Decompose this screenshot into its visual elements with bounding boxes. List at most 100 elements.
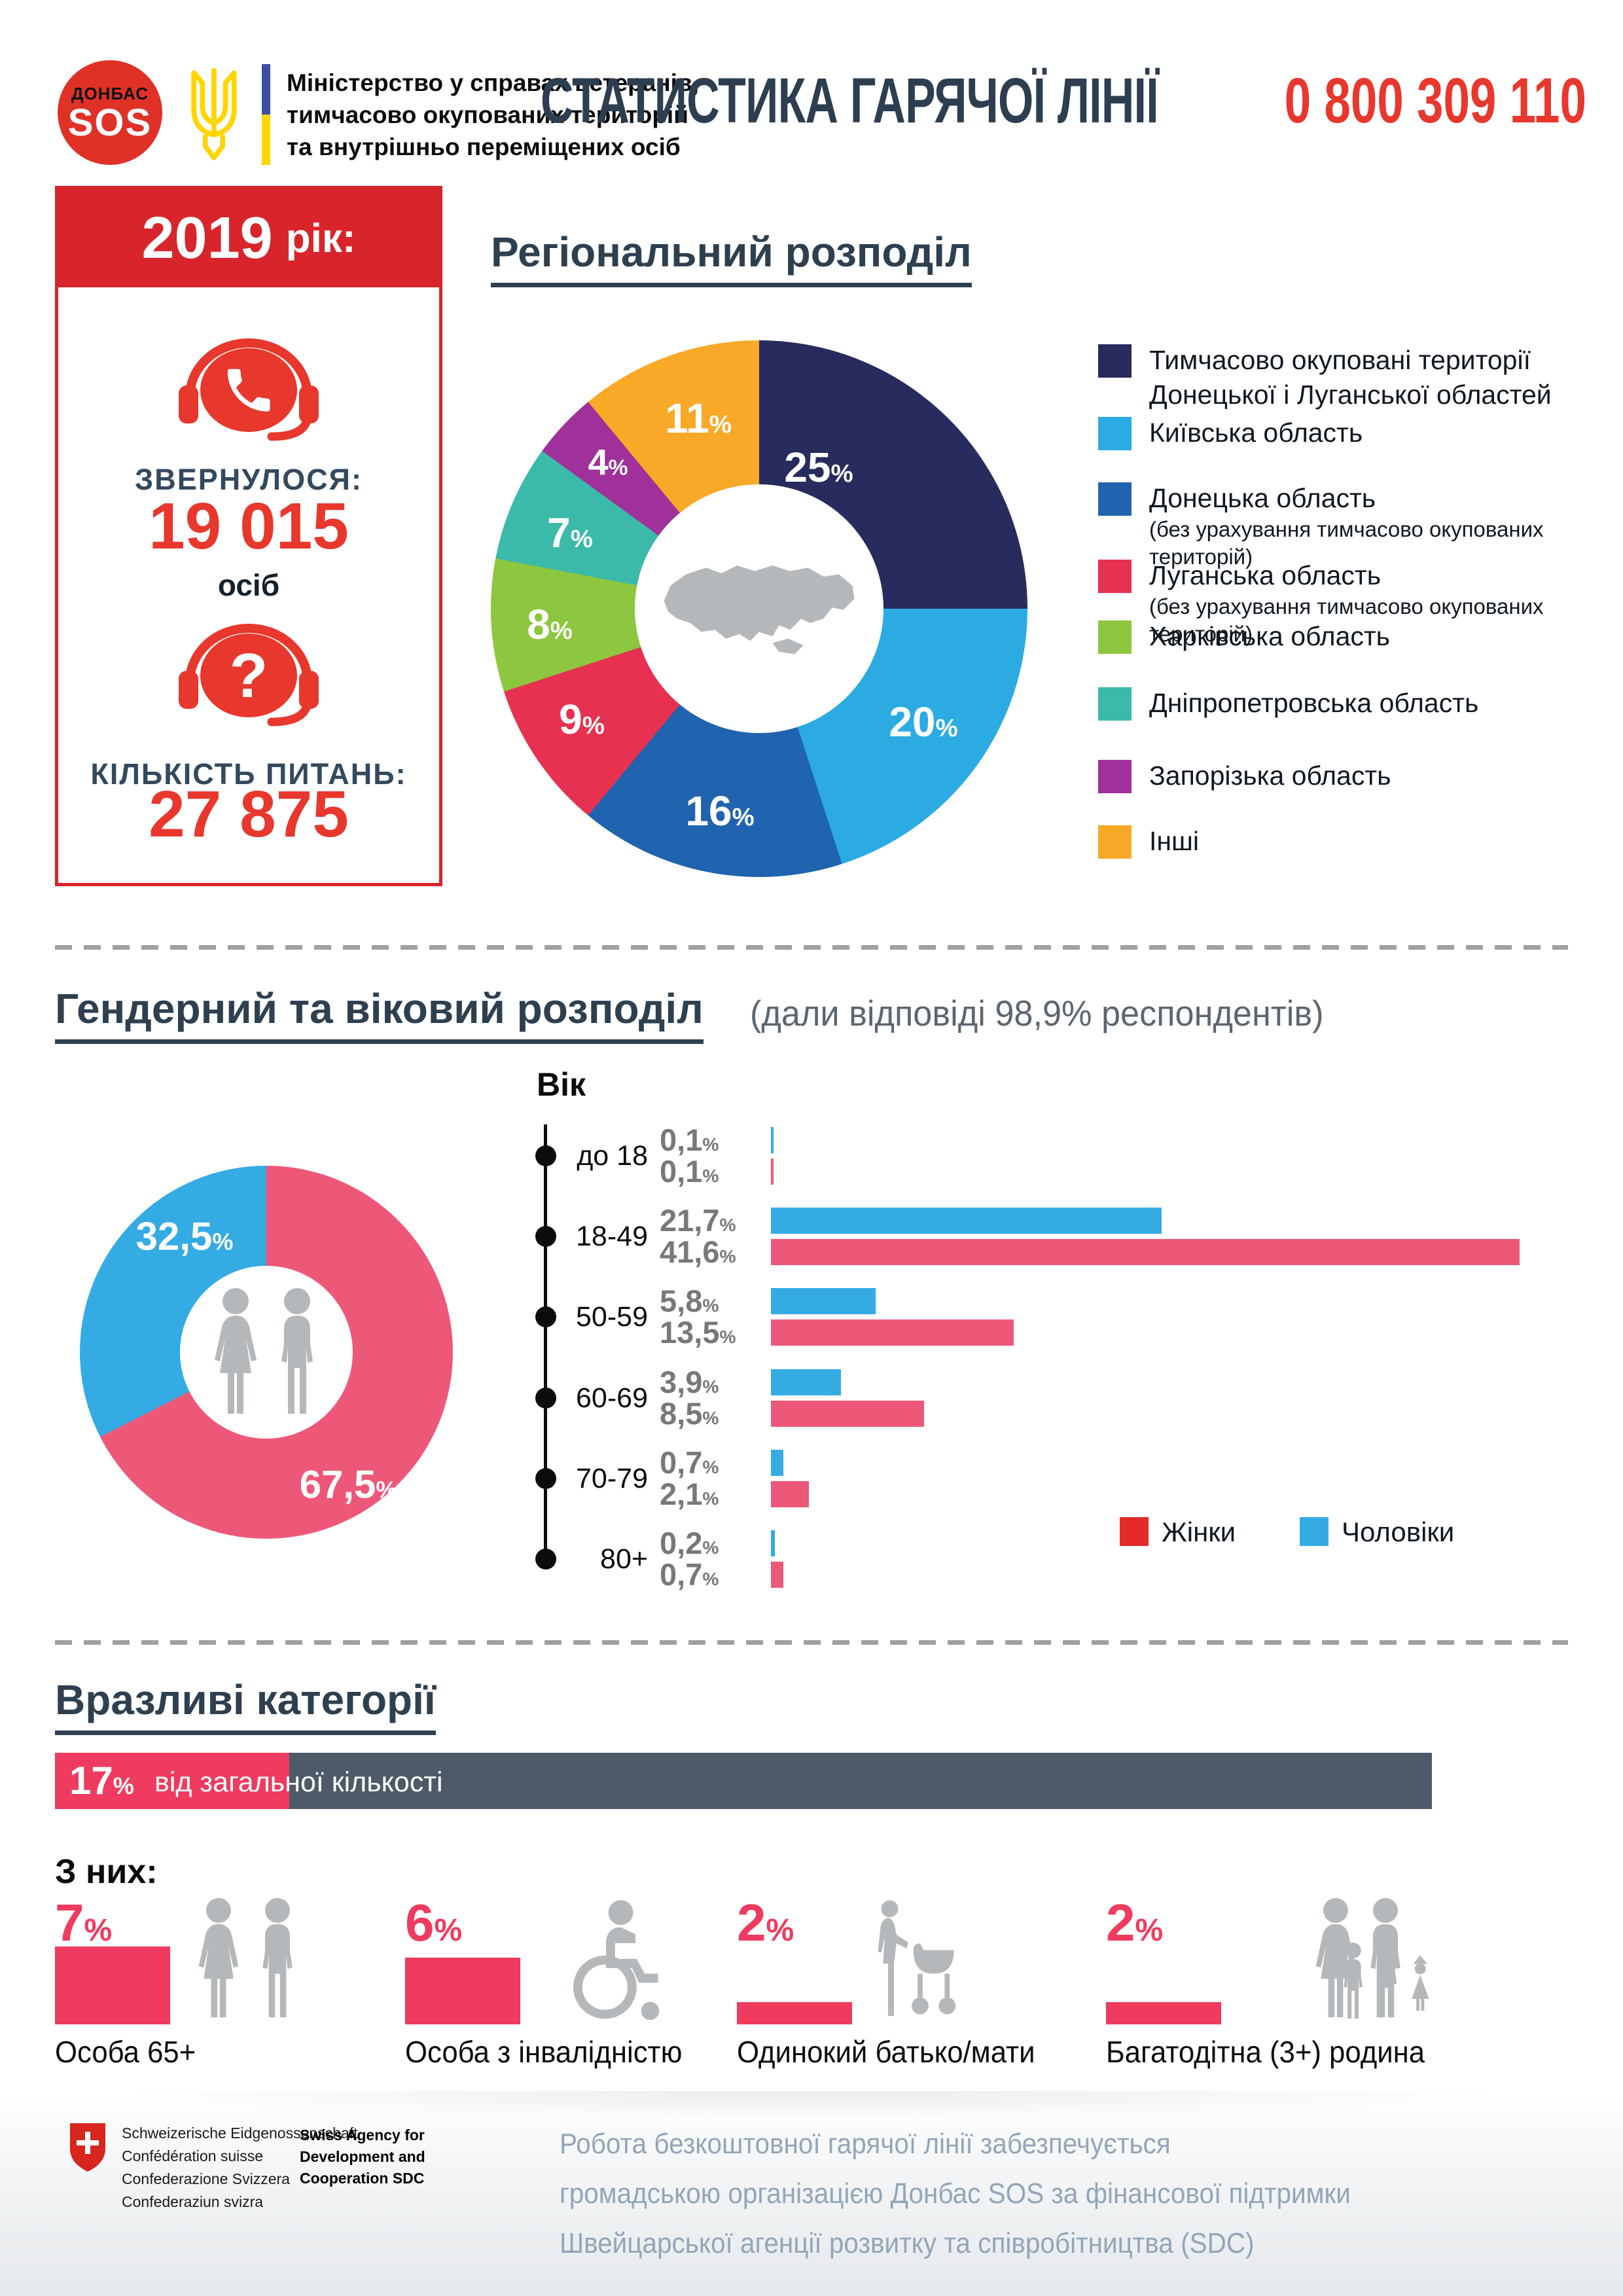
legend-note: (без урахування тимчасово окупованих тер… (1149, 594, 1544, 646)
women-bar (771, 1319, 1014, 1346)
women-value-label: 41,6% (660, 1234, 736, 1269)
calls-label: ЗВЕРНУЛОСЯ: (135, 463, 363, 496)
men-value-label: 0,2% (660, 1526, 719, 1560)
pie-value-label: 25% (784, 444, 853, 491)
legend-label: Харківська область (1149, 621, 1391, 651)
year-suffix: рік: (285, 215, 356, 261)
category-label: Особа 65+ (55, 2035, 196, 2069)
ministry-line: та внутрішньо переміщених осіб (287, 134, 681, 160)
summary-box-2019: 2019 рік: ЗВЕРНУЛОСЯ: 19 015 осіб ? КІЛЬ… (55, 186, 442, 886)
region-section-title: Регіональний розподіл (491, 228, 972, 287)
men-bar (771, 1530, 775, 1556)
vulnerable-total-pct: 17% (69, 1759, 134, 1803)
pie-value-label: 20% (889, 698, 958, 745)
men-value-label: 0,1% (660, 1122, 719, 1157)
men-bar (771, 1127, 774, 1153)
ministry-line: тимчасово окупованих територій (287, 101, 688, 128)
swiss-line: Confederaziun svizra (122, 2193, 264, 2210)
category-block (55, 1946, 170, 2024)
category-label: Багатодітна (3+) родина (1106, 2035, 1425, 2069)
credit-line: Робота безкоштовної гарячої лінії забезп… (560, 2128, 1171, 2160)
woman-icon (207, 1287, 264, 1418)
men-bar (771, 1450, 784, 1476)
age-group-label: до 18 (577, 1140, 648, 1172)
region-pie-chart: 25% 20% 16% 9% 8% 7% 4% 11% (491, 340, 1027, 877)
women-bar (771, 1158, 774, 1185)
men-value-label: 21,7% (660, 1203, 736, 1238)
large-family-icon (1228, 1897, 1444, 2024)
swiss-line: Confederazione Svizzera (122, 2170, 290, 2187)
category-block (1106, 2002, 1221, 2024)
age-group-label: 70-79 (576, 1463, 648, 1494)
category-pct: 2% (737, 1893, 794, 1952)
swiss-confederation-names: Schweizerische Eidgenossenschaft Confédé… (122, 2122, 358, 2214)
swiss-line: Confédération suisse (122, 2147, 264, 2164)
women-legend-label: Жінки (1162, 1516, 1236, 1547)
credit-line: Швейцарської агенції розвитку та співроб… (560, 2227, 1255, 2259)
legend-chip (1098, 620, 1132, 654)
age-group-label: 50-59 (576, 1301, 648, 1333)
single-parent-stroller-icon (868, 1899, 972, 2024)
category-pct: 2% (1106, 1893, 1164, 1952)
women-legend-chip (1120, 1517, 1149, 1546)
pie-center-hole (635, 484, 883, 733)
pie-value-label: 8% (527, 601, 573, 648)
legend-label: Дніпропетровська область (1149, 688, 1479, 718)
legend-label: Запорізька область (1149, 761, 1391, 791)
headset-phone-icon (179, 338, 319, 441)
pie-value-label: 32,5% (135, 1214, 234, 1259)
men-value-label: 3,9% (660, 1365, 719, 1399)
gender-section-title: Гендерний та віковий розподіл (55, 984, 704, 1044)
elderly-couple-icon (191, 1897, 305, 2024)
timeline-dot (535, 1468, 556, 1489)
questions-label: КІЛЬКІСТЬ ПИТАНЬ: (90, 757, 407, 791)
vulnerable-section-title: Вразливі категорії (55, 1676, 436, 1735)
men-bar (771, 1208, 1162, 1234)
timeline-dot (535, 1388, 556, 1408)
ministry-name: Міністерство у справах ветеранів, тимчас… (287, 67, 699, 163)
pie-value-label: 9% (559, 696, 605, 743)
category-pct: 7% (55, 1893, 113, 1952)
category-label: Особа з інвалідністю (405, 2035, 683, 2069)
logo-text-bottom: SOS (67, 101, 152, 144)
women-value-label: 13,5% (660, 1315, 736, 1350)
category-block (405, 1958, 520, 2024)
man-icon (268, 1287, 326, 1418)
calls-unit: осіб (217, 568, 280, 602)
sdc-agency-name: Swiss Agency for Development and Coopera… (300, 2126, 425, 2187)
women-value-label: 0,7% (660, 1557, 719, 1592)
page-title: СТАТИСТИКА ГАРЯЧОЇ ЛІНІЇ (541, 65, 1158, 136)
timeline-dot (535, 1549, 556, 1570)
category-block (737, 2002, 852, 2024)
legend-note: (без урахування тимчасово окупованих тер… (1149, 517, 1544, 569)
legend-chip (1098, 760, 1132, 793)
wheelchair-icon (548, 1897, 673, 2024)
credit-line: громадською організацією Донбас SOS за ф… (560, 2178, 1351, 2210)
flag-color-bar (262, 64, 270, 165)
vulnerable-total-label: від загальної кількості (154, 1767, 443, 1798)
timeline-dot (535, 1226, 556, 1247)
women-bar (771, 1562, 784, 1588)
year-value: 2019 (141, 205, 273, 271)
women-value-label: 8,5% (660, 1396, 719, 1431)
dashed-divider (55, 945, 1568, 950)
women-bar (771, 1481, 809, 1507)
women-bar (771, 1239, 1520, 1265)
legend-chip (1098, 417, 1132, 450)
legend-chip (1098, 825, 1132, 859)
pie-value-label: 67,5% (299, 1462, 397, 1507)
legend-chip (1098, 560, 1132, 593)
gender-pie-chart: 32,5% 67,5% (80, 1166, 453, 1539)
vulnerable-total-fill (55, 1753, 289, 1809)
year-banner: 2019 рік: (58, 189, 439, 287)
ukraine-map-icon (664, 565, 855, 655)
gender-section-note: (дали відповіді 98,9% респондентів) (750, 993, 1324, 1033)
legend-label: Інші (1149, 826, 1200, 856)
legend-chip (1098, 687, 1132, 721)
pie-value-label: 16% (685, 787, 755, 834)
questions-value: 27 875 (149, 778, 349, 851)
footer (0, 2091, 1623, 2296)
timeline-dot (535, 1145, 556, 1166)
legend-label: Тимчасово окуповані території Донецької … (1149, 345, 1552, 410)
